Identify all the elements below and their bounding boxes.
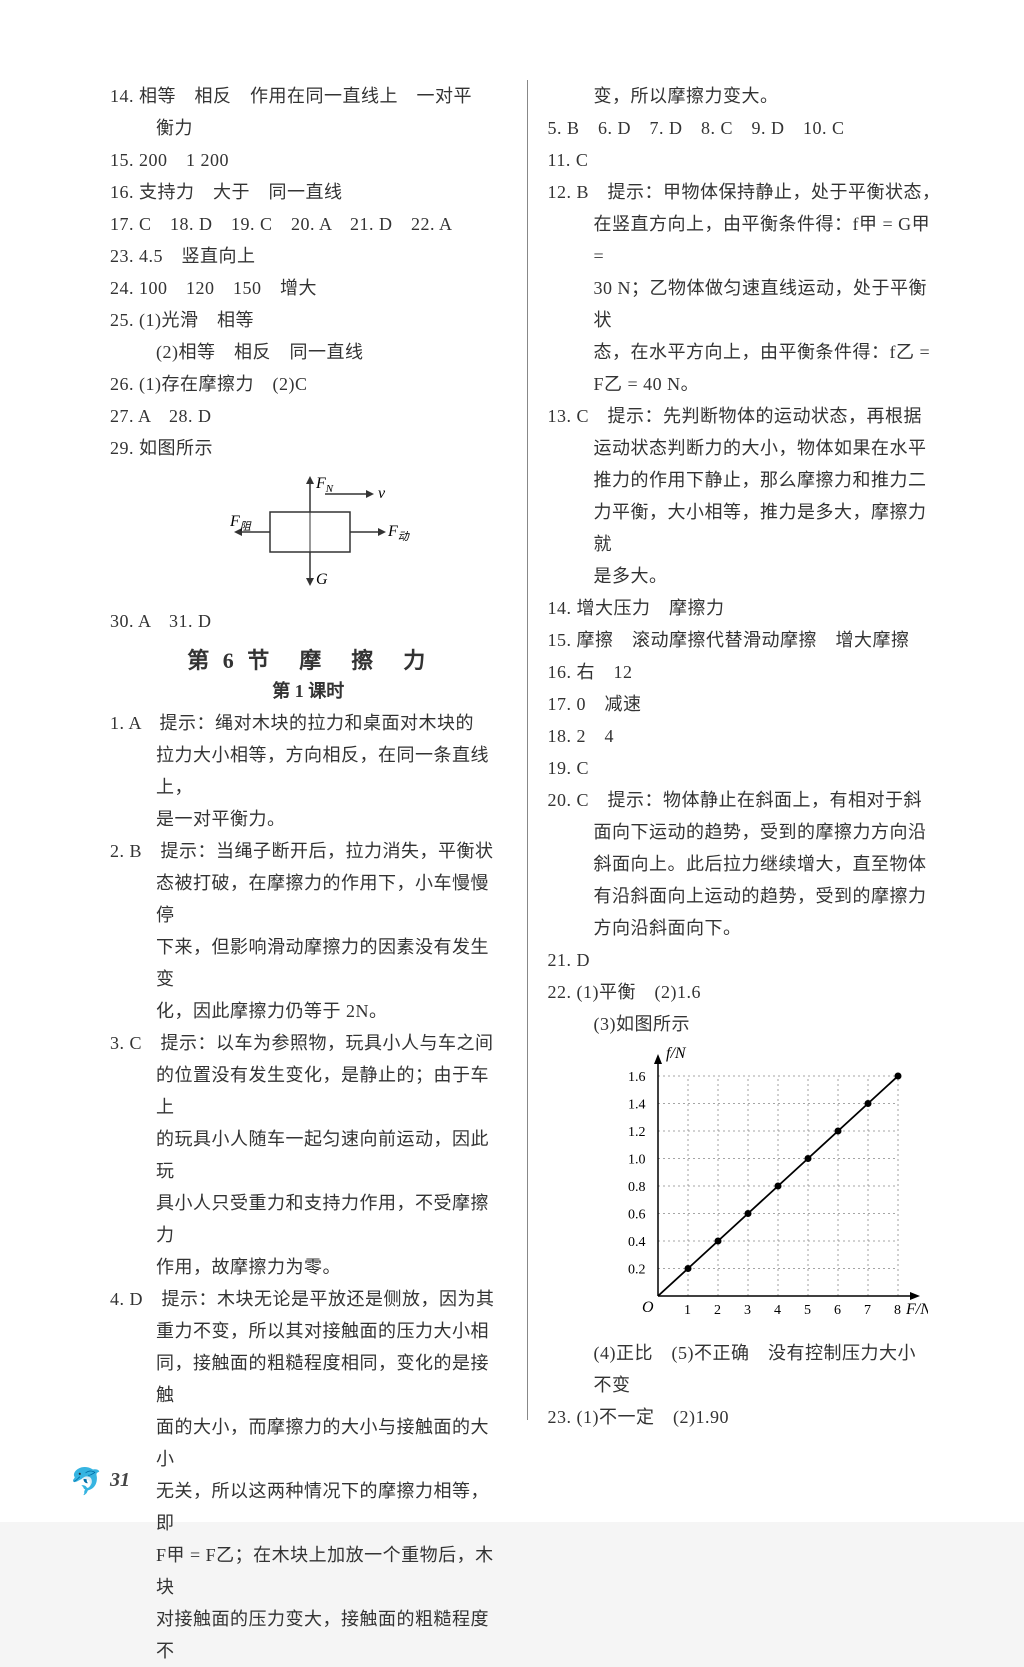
text-line: F乙 = 40 N。 <box>548 368 945 400</box>
svg-text:5: 5 <box>804 1303 811 1318</box>
text-line: (2)相等 相反 同一直线 <box>110 336 507 368</box>
text-line: 15. 摩擦 滚动摩擦代替滑动摩擦 增大摩擦 <box>548 624 945 656</box>
text-line: 1. A 提示：绳对木块的拉力和桌面对木块的 <box>110 707 507 739</box>
force-diagram-svg: FN v F阻 F动 G <box>230 472 410 592</box>
text-line: 态被打破，在摩擦力的作用下，小车慢慢停 <box>110 867 507 931</box>
text-line: 同，接触面的粗糙程度相同，变化的是接触 <box>110 1347 507 1411</box>
text-line: 14. 增大压力 摩擦力 <box>548 592 945 624</box>
text-line: 作用，故摩擦力为零。 <box>110 1251 507 1283</box>
text-line: 斜面向上。此后拉力继续增大，直至物体 <box>548 848 945 880</box>
svg-text:0.6: 0.6 <box>628 1208 646 1223</box>
text-line: 无关，所以这两种情况下的摩擦力相等，即 <box>110 1475 507 1539</box>
text-line: 27. A 28. D <box>110 400 507 432</box>
text-line: 5. B 6. D 7. D 8. C 9. D 10. C <box>548 112 945 144</box>
text-line: F甲 = F乙；在木块上加放一个重物后，木块 <box>110 1539 507 1603</box>
svg-text:1.4: 1.4 <box>628 1098 646 1113</box>
chart-svg: f/N F/N O 1 2 3 4 5 6 7 8 0.2 0.4 0.6 0.8 1.0 1.2 1.4 1.6 <box>608 1046 928 1326</box>
svg-text:O: O <box>642 1299 654 1316</box>
text-line: 15. 200 1 200 <box>110 144 507 176</box>
text-line: 26. (1)存在摩擦力 (2)C <box>110 368 507 400</box>
text-line: 的玩具小人随车一起匀速向前运动，因此玩 <box>110 1123 507 1187</box>
text-line: 拉力大小相等，方向相反，在同一条直线上， <box>110 739 507 803</box>
text-line: 面向下运动的趋势，受到的摩擦力方向沿 <box>548 816 945 848</box>
force-diagram: FN v F阻 F动 G <box>230 472 507 597</box>
svg-text:2: 2 <box>714 1303 721 1318</box>
text-line: 是多大。 <box>548 560 945 592</box>
text-line: 下来，但影响滑动摩擦力的因素没有发生变 <box>110 931 507 995</box>
text-line: (3)如图所示 <box>548 1008 945 1040</box>
text-line: 具小人只受重力和支持力作用，不受摩擦力 <box>110 1187 507 1251</box>
text-line: 24. 100 120 150 增大 <box>110 272 507 304</box>
label-g: G <box>316 571 328 588</box>
text-line: 推力的作用下静止，那么摩擦力和推力二 <box>548 464 945 496</box>
text-line: 衡力 <box>110 112 507 144</box>
label-fn: FN <box>315 475 334 495</box>
page-number: 31 <box>110 1469 130 1492</box>
text-line: 16. 右 12 <box>548 656 945 688</box>
text-line: (4)正比 (5)不正确 没有控制压力大小 <box>548 1337 945 1369</box>
text-line: 30. A 31. D <box>110 605 507 637</box>
friction-chart: f/N F/N O 1 2 3 4 5 6 7 8 0.2 0.4 0.6 0.8 1.0 1.2 1.4 1.6 <box>608 1046 945 1331</box>
text-line: 23. 4.5 竖直向上 <box>110 240 507 272</box>
page: 14. 相等 相反 作用在同一直线上 一对平 衡力 15. 200 1 200 … <box>0 0 1024 1522</box>
text-line: 19. C <box>548 752 945 784</box>
text-line: 13. C 提示：先判断物体的运动状态，再根据 <box>548 400 945 432</box>
text-line: 3. C 提示：以车为参照物，玩具小人与车之间 <box>110 1027 507 1059</box>
svg-text:0.2: 0.2 <box>628 1263 646 1278</box>
text-line: 力平衡，大小相等，推力是多大，摩擦力就 <box>548 496 945 560</box>
svg-text:3: 3 <box>744 1303 751 1318</box>
text-line: 对接触面的压力变大，接触面的粗糙程度不 <box>110 1603 507 1667</box>
text-line: 面的大小，而摩擦力的大小与接触面的大小 <box>110 1411 507 1475</box>
svg-text:4: 4 <box>774 1303 781 1318</box>
text-line: 在竖直方向上，由平衡条件得：f甲 = G甲 = <box>548 208 945 272</box>
right-column: 变，所以摩擦力变大。 5. B 6. D 7. D 8. C 9. D 10. … <box>548 80 945 1420</box>
text-line: 重力不变，所以其对接触面的压力大小相 <box>110 1315 507 1347</box>
text-line: 29. 如图所示 <box>110 432 507 464</box>
text-line: 2. B 提示：当绳子断开后，拉力消失，平衡状 <box>110 835 507 867</box>
column-divider <box>527 80 528 1420</box>
svg-text:f/N: f/N <box>666 1046 687 1062</box>
text-line: 化，因此摩擦力仍等于 2N。 <box>110 995 507 1027</box>
label-v: v <box>378 485 386 502</box>
text-line: 17. 0 减速 <box>548 688 945 720</box>
text-line: 运动状态判断力的大小，物体如果在水平 <box>548 432 945 464</box>
text-line: 变，所以摩擦力变大。 <box>548 80 945 112</box>
svg-text:0.4: 0.4 <box>628 1235 646 1250</box>
text-line: 16. 支持力 大于 同一直线 <box>110 176 507 208</box>
label-fzu: F阻 <box>230 513 252 533</box>
text-line: 是一对平衡力。 <box>110 803 507 835</box>
text-line: 22. (1)平衡 (2)1.6 <box>548 976 945 1008</box>
text-line: 有沿斜面向上运动的趋势，受到的摩擦力 <box>548 880 945 912</box>
text-line: 不变 <box>548 1369 945 1401</box>
text-line: 23. (1)不一定 (2)1.90 <box>548 1401 945 1433</box>
subsection-title: 第 1 课时 <box>110 677 507 703</box>
text-line: 25. (1)光滑 相等 <box>110 304 507 336</box>
text-line: 的位置没有发生变化，是静止的；由于车上 <box>110 1059 507 1123</box>
svg-text:0.8: 0.8 <box>628 1180 646 1195</box>
svg-text:1.2: 1.2 <box>628 1125 646 1140</box>
svg-text:F/N: F/N <box>905 1301 928 1318</box>
text-line: 方向沿斜面向下。 <box>548 912 945 944</box>
columns: 14. 相等 相反 作用在同一直线上 一对平 衡力 15. 200 1 200 … <box>110 80 944 1420</box>
svg-text:1.0: 1.0 <box>628 1153 646 1168</box>
text-line: 11. C <box>548 144 945 176</box>
text-line: 态，在水平方向上，由平衡条件得：f乙 = <box>548 336 945 368</box>
left-column: 14. 相等 相反 作用在同一直线上 一对平 衡力 15. 200 1 200 … <box>110 80 507 1420</box>
text-line: 12. B 提示：甲物体保持静止，处于平衡状态， <box>548 176 945 208</box>
text-line: 30 N；乙物体做匀速直线运动，处于平衡状 <box>548 272 945 336</box>
svg-text:6: 6 <box>834 1303 841 1318</box>
svg-text:7: 7 <box>864 1303 871 1318</box>
section-title: 第 6 节 摩 擦 力 <box>110 643 507 675</box>
text-line: 17. C 18. D 19. C 20. A 21. D 22. A <box>110 208 507 240</box>
text-line: 20. C 提示：物体静止在斜面上，有相对于斜 <box>548 784 945 816</box>
svg-text:1.6: 1.6 <box>628 1070 646 1085</box>
svg-text:8: 8 <box>894 1303 901 1318</box>
text-line: 4. D 提示：木块无论是平放还是侧放，因为其 <box>110 1283 507 1315</box>
dolphin-icon: 🐬 <box>70 1467 102 1497</box>
text-line: 21. D <box>548 944 945 976</box>
svg-text:1: 1 <box>684 1303 691 1318</box>
label-fdong: F动 <box>387 523 410 543</box>
text-line: 18. 2 4 <box>548 720 945 752</box>
text-line: 14. 相等 相反 作用在同一直线上 一对平 <box>110 80 507 112</box>
